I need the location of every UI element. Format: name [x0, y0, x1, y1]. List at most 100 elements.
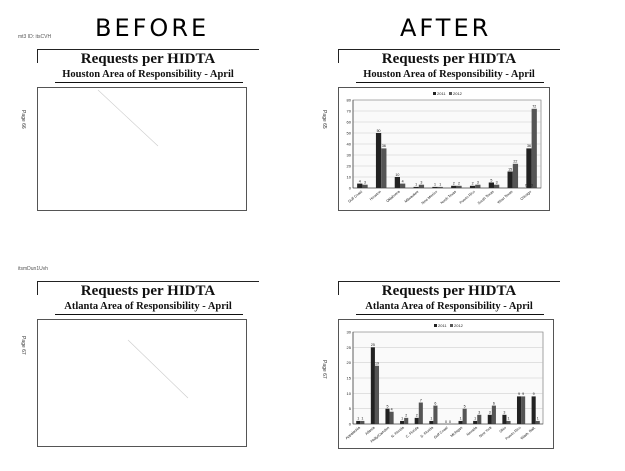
bar: [432, 186, 438, 188]
y-tick-label: 30: [347, 153, 352, 158]
page-number-label: Page 65: [321, 110, 327, 129]
x-tick-label: New York: [478, 426, 492, 439]
data-label: 5: [490, 178, 492, 182]
y-tick-label: 0: [349, 422, 352, 427]
bar: [488, 182, 494, 188]
page-left-rule: [37, 49, 38, 63]
data-label: 2: [416, 414, 418, 418]
data-label: 22: [513, 160, 517, 164]
bar: [526, 148, 532, 188]
data-label: 19: [375, 362, 379, 366]
bar: [433, 405, 438, 424]
data-label: 36: [382, 144, 386, 148]
y-tick-label: 0: [349, 186, 352, 191]
x-tick-label: Nevada: [466, 426, 478, 437]
bar: [389, 411, 394, 424]
x-tick-label: Houston: [369, 190, 382, 202]
bar: [469, 185, 476, 188]
bar: [362, 184, 368, 188]
scan-stamp-bottom: itsmDun1Uvh: [18, 266, 49, 272]
y-tick-label: 70: [347, 109, 352, 114]
legend-label: 2011: [437, 91, 446, 96]
page-houston-after: Requests per HIDTA Houston Area of Respo…: [338, 49, 560, 217]
data-label: 1: [357, 417, 359, 421]
y-tick-label: 50: [347, 131, 352, 136]
bar: [458, 420, 463, 424]
bar: [356, 420, 361, 424]
data-label: 3: [496, 181, 498, 185]
y-tick-label: 20: [347, 360, 352, 365]
data-label: 9: [533, 392, 535, 396]
subtitle-rule: [55, 82, 243, 83]
page-atlanta-after: Requests per HIDTA Atlanta Area of Respo…: [338, 281, 560, 451]
data-label: 1: [434, 183, 436, 187]
x-tick-label: South Texas: [477, 190, 495, 206]
page-subtitle: Houston Area of Responsibility - April: [363, 69, 535, 80]
bar: [394, 177, 400, 188]
bar: [429, 420, 434, 424]
bar: [487, 414, 492, 424]
bar: [512, 163, 519, 188]
data-label: 2: [453, 182, 455, 186]
data-label: 3: [364, 181, 366, 185]
x-tick-label: Michigan: [450, 426, 464, 438]
data-label: 1: [361, 417, 363, 421]
data-label: 4: [391, 408, 393, 412]
data-label: 3: [477, 181, 479, 185]
page-subtitle: Atlanta Area of Responsibility - April: [365, 301, 533, 312]
y-tick-label: 30: [347, 330, 352, 335]
bar: [418, 184, 425, 188]
bar: [521, 396, 526, 424]
bar: [531, 108, 537, 188]
x-tick-label: Chicago: [520, 190, 533, 202]
legend-label: 2012: [454, 323, 464, 328]
x-tick-label: C. Florida: [405, 426, 420, 439]
data-label: 5: [464, 404, 466, 408]
subtitle-rule: [356, 314, 544, 315]
data-label: 3: [478, 411, 480, 415]
page-left-rule: [338, 281, 339, 295]
bar: [456, 185, 462, 188]
page-subtitle: Atlanta Area of Responsibility - April: [64, 301, 232, 312]
y-tick-label: 15: [347, 376, 352, 381]
y-tick-label: 25: [347, 345, 352, 350]
data-label: 2: [405, 414, 407, 418]
legend-swatch: [433, 92, 436, 95]
x-tick-label: North Texas: [440, 190, 457, 205]
scan-artifact-line: [97, 89, 159, 147]
bar: [494, 184, 500, 188]
data-label: 4: [402, 179, 404, 183]
page-left-rule: [37, 281, 38, 295]
x-tick-label: Ohio: [499, 426, 507, 434]
data-label: 0: [531, 184, 533, 188]
page-top-rule: [37, 49, 259, 50]
bar: [473, 420, 478, 424]
bar: [414, 417, 419, 424]
chart-frame: 0 10 20 30 40 50 60 70 80 2011 2012 4 3 Gulf Coast 50 3…: [338, 87, 550, 211]
x-tick-label: Gulf Coast: [347, 190, 363, 204]
data-label: 6: [493, 401, 495, 405]
data-label: 0: [445, 420, 447, 424]
data-label: 1: [430, 417, 432, 421]
bar: [360, 420, 365, 424]
bar: [477, 414, 482, 424]
chart-placeholder-empty: [37, 87, 247, 211]
bar: [507, 171, 513, 188]
page-title: Requests per HIDTA: [381, 51, 517, 67]
page-number-label: Page 66: [20, 110, 26, 129]
before-heading: BEFORE: [95, 14, 210, 42]
bar: [381, 148, 387, 188]
bar: [385, 408, 390, 424]
data-label: 0: [449, 420, 451, 424]
bar: [374, 365, 380, 424]
bar: [475, 184, 481, 188]
page-title: Requests per HIDTA: [381, 283, 517, 299]
legend-swatch: [450, 324, 453, 327]
y-tick-label: 80: [347, 98, 352, 103]
bar: [491, 405, 496, 424]
scan-stamp-top: mt3 ID: itsCVH: [18, 34, 52, 40]
scan-artifact-line: [127, 339, 189, 399]
y-tick-label: 10: [347, 391, 352, 396]
